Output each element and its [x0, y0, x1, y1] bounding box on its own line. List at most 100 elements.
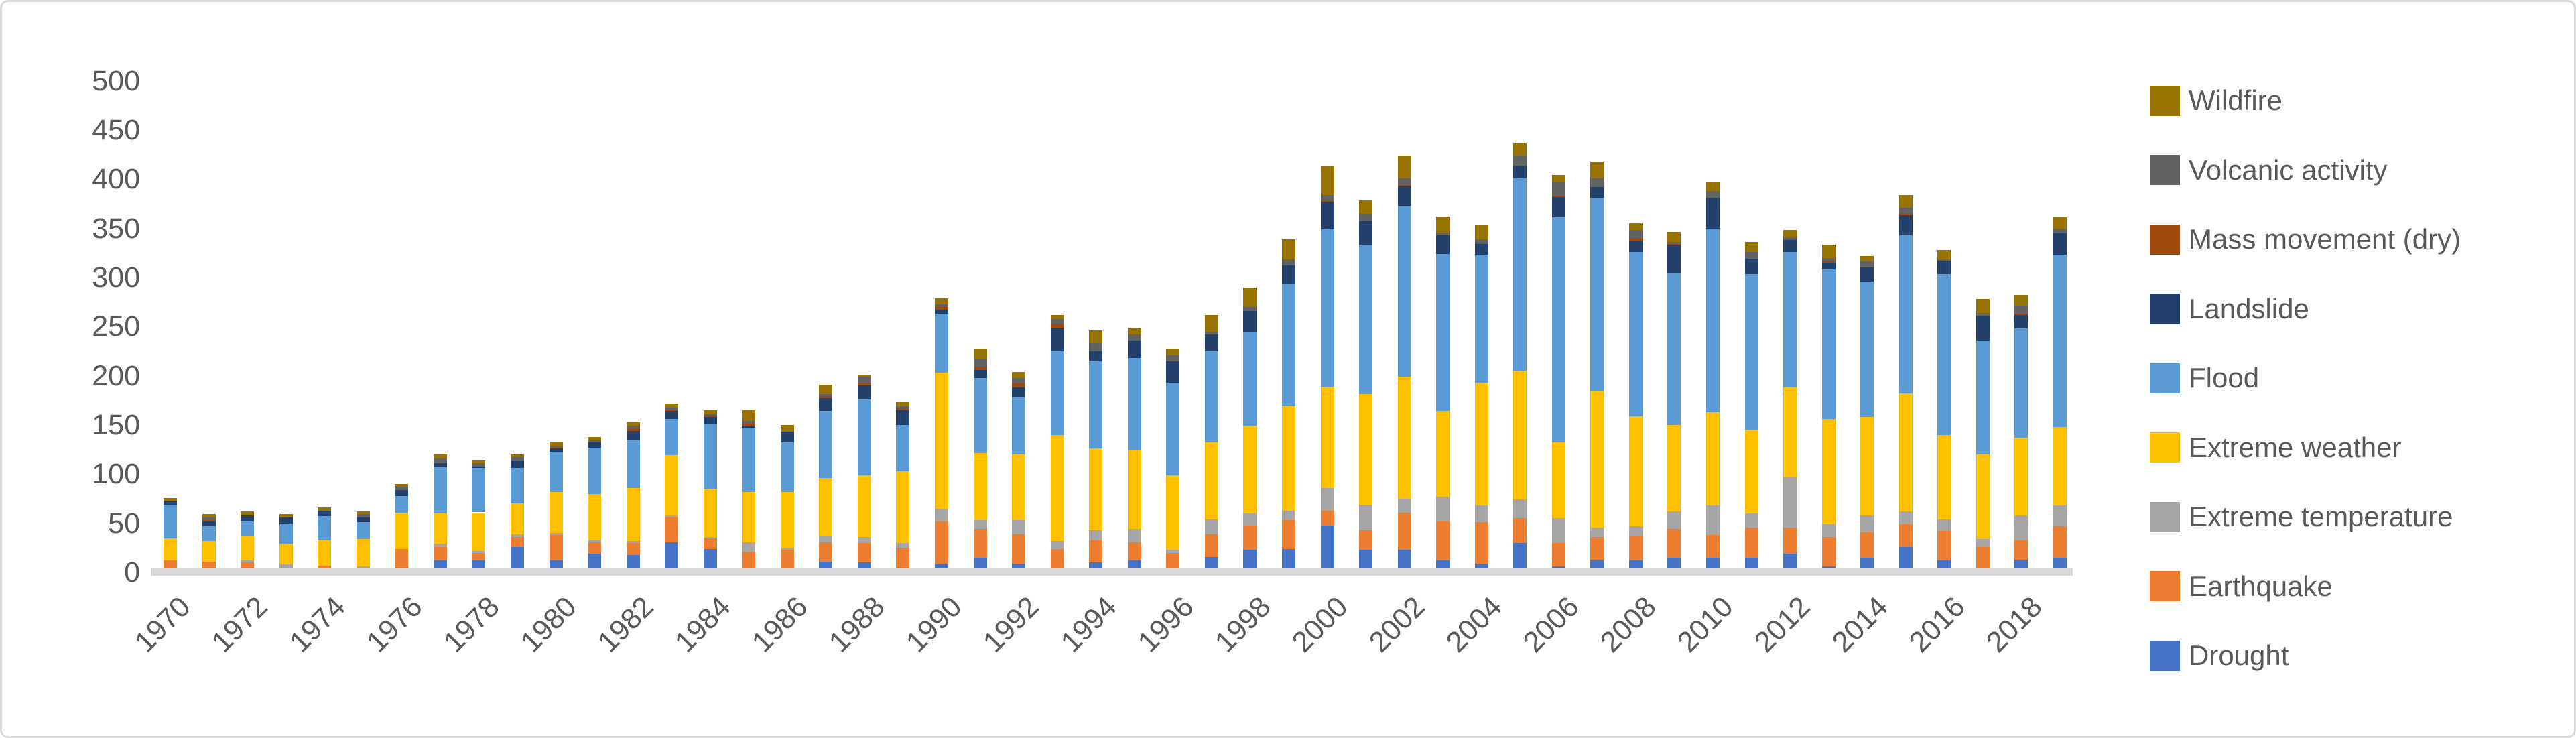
segment-extreme-weather-1995[interactable] [1127, 450, 1141, 530]
segment-extreme-temperature-2000[interactable] [1320, 487, 1334, 511]
segment-volcanic-activity-1978[interactable] [472, 463, 486, 467]
segment-earthquake-1981[interactable] [588, 542, 602, 554]
segment-wildfire-2010[interactable] [1706, 182, 1720, 191]
segment-extreme-temperature-2008[interactable] [1628, 526, 1643, 536]
legend-item-wildfire[interactable]: Wildfire [2150, 80, 2282, 121]
segment-wildfire-2019[interactable] [2053, 217, 2067, 229]
segment-landslide-1978[interactable] [472, 466, 486, 469]
segment-mass-movement-dry--1992[interactable] [1012, 383, 1026, 388]
segment-volcanic-activity-1997[interactable] [1204, 331, 1218, 334]
segment-earthquake-1991[interactable] [973, 529, 987, 558]
segment-extreme-temperature-1992[interactable] [1012, 520, 1026, 534]
segment-extreme-weather-2014[interactable] [1860, 417, 1874, 515]
segment-landslide-2012[interactable] [1783, 240, 1797, 252]
segment-landslide-1995[interactable] [1127, 340, 1141, 359]
segment-flood-1973[interactable] [279, 523, 293, 544]
segment-extreme-weather-1978[interactable] [472, 512, 486, 551]
segment-landslide-1981[interactable] [588, 442, 602, 448]
segment-wildfire-1971[interactable] [202, 514, 216, 517]
segment-extreme-weather-2019[interactable] [2053, 426, 2067, 506]
legend-item-drought[interactable]: Drought [2150, 635, 2289, 676]
segment-flood-1997[interactable] [1204, 351, 1218, 443]
segment-flood-2004[interactable] [1474, 255, 1488, 383]
segment-earthquake-1984[interactable] [703, 538, 717, 549]
segment-extreme-weather-1979[interactable] [510, 503, 524, 534]
segment-wildfire-2009[interactable] [1667, 232, 1681, 243]
segment-wildfire-1994[interactable] [1089, 330, 1103, 344]
segment-earthquake-2009[interactable] [1667, 529, 1681, 558]
segment-extreme-temperature-1991[interactable] [973, 520, 987, 530]
segment-extreme-weather-1986[interactable] [780, 491, 794, 548]
segment-landslide-1991[interactable] [973, 369, 987, 378]
segment-wildfire-2002[interactable] [1397, 155, 1411, 178]
segment-landslide-2011[interactable] [1744, 259, 1758, 275]
segment-volcanic-activity-1991[interactable] [973, 359, 987, 367]
segment-wildfire-1983[interactable] [665, 403, 679, 408]
segment-volcanic-activity-1987[interactable] [819, 394, 833, 397]
segment-wildfire-1973[interactable] [279, 514, 293, 517]
segment-volcanic-activity-1989[interactable] [896, 406, 910, 408]
segment-flood-1972[interactable] [241, 521, 255, 536]
segment-extreme-temperature-2011[interactable] [1744, 513, 1758, 528]
segment-earthquake-1994[interactable] [1089, 540, 1103, 563]
segment-volcanic-activity-2003[interactable] [1436, 233, 1450, 235]
segment-flood-1998[interactable] [1243, 332, 1257, 426]
segment-earthquake-1987[interactable] [819, 542, 833, 562]
segment-flood-2017[interactable] [1976, 340, 1990, 454]
segment-volcanic-activity-1994[interactable] [1089, 343, 1103, 351]
segment-wildfire-2014[interactable] [1860, 255, 1874, 262]
segment-landslide-2000[interactable] [1320, 201, 1334, 229]
segment-wildfire-1986[interactable] [780, 424, 794, 432]
segment-flood-2010[interactable] [1706, 228, 1720, 412]
segment-flood-1974[interactable] [318, 516, 332, 540]
segment-extreme-temperature-1980[interactable] [549, 533, 563, 536]
segment-extreme-weather-2003[interactable] [1436, 411, 1450, 497]
segment-landslide-1974[interactable] [318, 510, 332, 517]
segment-extreme-temperature-1973[interactable] [279, 564, 293, 569]
segment-flood-2011[interactable] [1744, 274, 1758, 430]
segment-earthquake-1996[interactable] [1166, 552, 1180, 570]
segment-flood-2019[interactable] [2053, 255, 2067, 427]
segment-volcanic-activity-2011[interactable] [1744, 251, 1758, 259]
segment-extreme-weather-1990[interactable] [935, 373, 948, 509]
segment-volcanic-activity-1981[interactable] [588, 440, 602, 443]
segment-flood-1985[interactable] [742, 428, 756, 492]
segment-volcanic-activity-2019[interactable] [2053, 228, 2067, 233]
segment-volcanic-activity-2000[interactable] [1320, 194, 1334, 201]
segment-extreme-temperature-1983[interactable] [665, 515, 679, 517]
segment-mass-movement-dry--1987[interactable] [819, 396, 833, 399]
segment-flood-1971[interactable] [202, 526, 216, 542]
segment-extreme-temperature-1977[interactable] [433, 544, 447, 547]
segment-earthquake-1989[interactable] [896, 548, 910, 568]
segment-drought-2005[interactable] [1513, 542, 1527, 572]
segment-volcanic-activity-2012[interactable] [1783, 237, 1797, 239]
segment-wildfire-2013[interactable] [1821, 245, 1836, 258]
segment-landslide-1989[interactable] [896, 410, 910, 425]
segment-wildfire-2016[interactable] [1937, 249, 1951, 260]
segment-wildfire-1977[interactable] [433, 454, 447, 458]
segment-landslide-1975[interactable] [356, 517, 370, 523]
segment-wildfire-1999[interactable] [1281, 239, 1295, 260]
segment-landslide-1994[interactable] [1089, 351, 1103, 361]
segment-extreme-temperature-2007[interactable] [1590, 527, 1604, 538]
legend-item-landslide[interactable]: Landslide [2150, 289, 2309, 329]
segment-wildfire-1993[interactable] [1050, 314, 1064, 319]
segment-extreme-temperature-1978[interactable] [472, 550, 486, 553]
segment-landslide-1986[interactable] [780, 432, 794, 443]
segment-extreme-weather-1987[interactable] [819, 478, 833, 536]
segment-extreme-temperature-2010[interactable] [1706, 505, 1720, 536]
segment-extreme-weather-2016[interactable] [1937, 434, 1951, 519]
segment-volcanic-activity-2009[interactable] [1667, 242, 1681, 244]
segment-earthquake-2010[interactable] [1706, 535, 1720, 558]
segment-mass-movement-dry--2000[interactable] [1320, 200, 1334, 202]
segment-extreme-weather-2006[interactable] [1551, 442, 1565, 519]
segment-extreme-weather-1988[interactable] [857, 475, 871, 538]
segment-extreme-weather-1997[interactable] [1204, 442, 1218, 519]
segment-landslide-1971[interactable] [202, 521, 216, 527]
segment-mass-movement-dry--1993[interactable] [1050, 323, 1064, 328]
segment-extreme-weather-2004[interactable] [1474, 382, 1488, 506]
segment-flood-2018[interactable] [2014, 328, 2028, 438]
segment-wildfire-1982[interactable] [626, 422, 640, 426]
segment-flood-2008[interactable] [1628, 251, 1643, 416]
segment-wildfire-1988[interactable] [857, 375, 871, 377]
